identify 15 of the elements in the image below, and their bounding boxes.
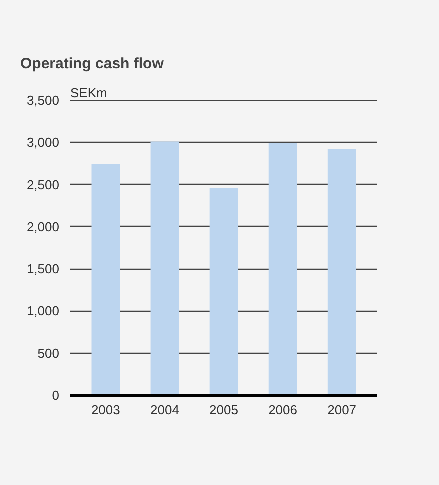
y-tick-label: 0	[52, 388, 60, 403]
x-tick-label: 2006	[268, 402, 298, 418]
y-tick-label: 2,000	[26, 219, 60, 234]
x-tick-label: 2005	[210, 402, 238, 418]
y-tick-label: 1,500	[26, 262, 60, 277]
y-tick-label: 3,500	[26, 93, 60, 108]
y-tick-label: 1,000	[26, 304, 60, 319]
y-tick-label: 500	[38, 346, 60, 361]
y-tick-label: 2,500	[26, 177, 60, 192]
x-tick-label: 2004	[150, 402, 180, 418]
chart-title: Operating cash flow	[20, 56, 164, 72]
x-tick-label: 2003	[91, 402, 120, 418]
y-axis-title: SEKm	[70, 86, 108, 100]
x-tick-label: 2007	[328, 402, 357, 418]
y-tick-label: 3,000	[26, 135, 60, 150]
